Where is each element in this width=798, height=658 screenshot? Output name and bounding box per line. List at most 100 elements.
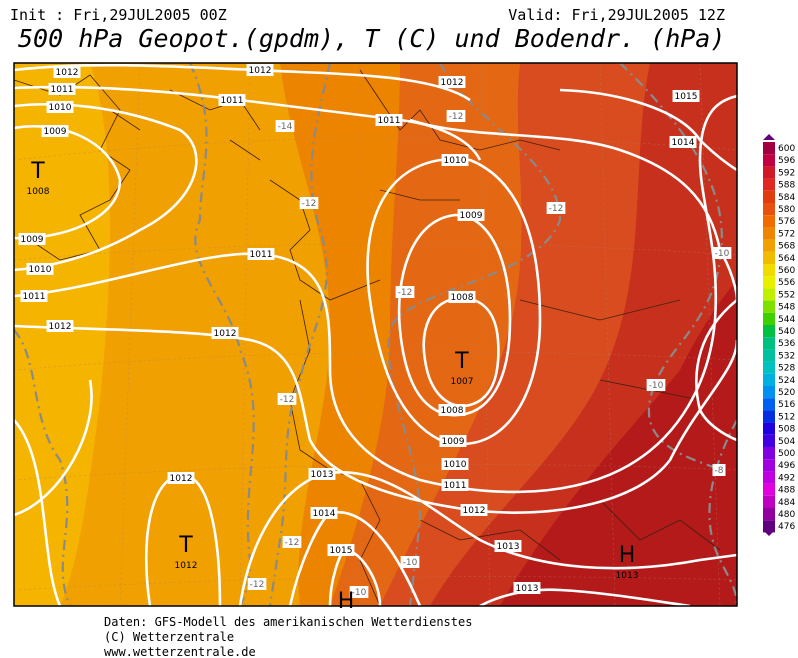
colorbar-label: 552 <box>778 290 795 300</box>
pressure-center-symbol: H <box>619 543 636 568</box>
isobar-label: 1013 <box>497 542 520 552</box>
colorbar-label: 572 <box>778 229 795 239</box>
temperature-label: -12 <box>449 112 464 122</box>
isobar-label-box <box>457 209 485 221</box>
colorbar-swatch <box>763 227 775 240</box>
isobar-label-box <box>439 435 467 447</box>
colorbar-swatch <box>763 178 775 191</box>
isobar-label-box <box>53 66 81 78</box>
isobar-label: 1012 <box>49 322 72 332</box>
colorbar-label: 484 <box>778 498 795 508</box>
isobar-label: 1014 <box>672 138 695 148</box>
colorbar-label: 480 <box>778 510 795 520</box>
colorbar-swatch <box>763 276 775 289</box>
colorbar-swatch <box>763 398 775 411</box>
colorbar-label: 540 <box>778 327 795 337</box>
temperature-label: -14 <box>278 122 293 132</box>
colorbar-swatch <box>763 154 775 167</box>
colorbar-swatch <box>763 386 775 399</box>
valid-time: Valid: Fri,29JUL2005 12Z <box>508 6 725 24</box>
colorbar-label: 556 <box>778 278 795 288</box>
temperature-label-box <box>282 536 302 548</box>
temperature-label: -10 <box>403 558 418 568</box>
isobar-label-box <box>513 582 541 594</box>
temperature-label-box <box>446 110 466 122</box>
temperature-label-box <box>299 197 319 209</box>
pressure-center-value: 1008 <box>27 187 50 197</box>
isobar-label: 1010 <box>29 265 52 275</box>
colorbar-label: 568 <box>778 242 795 252</box>
colorbar-swatch <box>763 495 775 508</box>
pressure-center-symbol: T <box>178 533 193 558</box>
colorbar-label: 536 <box>778 339 795 349</box>
isobar-label-box <box>308 468 336 480</box>
colorbar-label: 508 <box>778 425 795 435</box>
pressure-center-symbol: H <box>338 589 355 614</box>
isobar-label-box <box>438 76 466 88</box>
colorbar-label: 548 <box>778 303 795 313</box>
pressure-center-symbol: T <box>454 349 469 374</box>
init-time: Init : Fri,29JUL2005 00Z <box>10 6 227 24</box>
map-title: 500 hPa Geopot.(gpdm), T (C) und Bodendr… <box>18 24 725 53</box>
isobar-label-box <box>438 404 466 416</box>
isobar-label: 1013 <box>516 584 539 594</box>
colorbar-label: 476 <box>778 522 795 532</box>
colorbar-swatch <box>763 190 775 203</box>
isobar-label: 1012 <box>56 68 79 78</box>
isobar-label-box <box>20 290 48 302</box>
colorbar-swatch <box>763 410 775 423</box>
isobar-label-box <box>375 114 403 126</box>
isobar-label: 1012 <box>463 506 486 516</box>
isobar-label: 1008 <box>441 406 464 416</box>
colorbar-label: 528 <box>778 364 795 374</box>
isobar-label: 1015 <box>330 546 353 556</box>
colorbar-label: 500 <box>778 449 795 459</box>
isobar-label-box <box>310 507 338 519</box>
colorbar-label: 584 <box>778 193 795 203</box>
isobar-label-box <box>246 64 274 76</box>
isobar-label-box <box>448 291 476 303</box>
pressure-center-symbol: T <box>30 159 45 184</box>
isobar-label: 1008 <box>451 293 474 303</box>
isobar-label: 1009 <box>44 127 67 137</box>
temperature-label-box <box>349 586 369 598</box>
colorbar-label: 512 <box>778 412 795 422</box>
isobar-label-box <box>18 233 46 245</box>
footer-line: www.wetterzentrale.de <box>104 645 256 658</box>
colorbar-swatch <box>763 508 775 521</box>
colorbar-label: 496 <box>778 461 795 471</box>
colorbar-swatch <box>763 325 775 338</box>
colorbar-swatch <box>763 361 775 374</box>
isobar-label: 1012 <box>170 474 193 484</box>
temperature-label-box <box>712 464 726 476</box>
colorbar-swatch <box>763 337 775 350</box>
colorbar-label: 492 <box>778 473 795 483</box>
colorbar-swatch <box>763 203 775 216</box>
map-area <box>14 63 737 606</box>
isobar-label-box <box>167 472 195 484</box>
colorbar-label: 592 <box>778 168 795 178</box>
isobar-label: 1011 <box>378 116 401 126</box>
isobar-label: 1011 <box>51 85 74 95</box>
isobar-label: 1013 <box>311 470 334 480</box>
isobar-label-box <box>48 83 76 95</box>
isobar-label-box <box>218 94 246 106</box>
colorbar-swatch <box>763 373 775 386</box>
temperature-label-box <box>646 379 666 391</box>
isobar-label-box <box>327 544 355 556</box>
temperature-label: -12 <box>285 538 300 548</box>
colorbar-swatch <box>763 471 775 484</box>
colorbar-swatch <box>763 520 775 533</box>
colorbar-label: 516 <box>778 400 795 410</box>
colorbar-label: 596 <box>778 156 795 166</box>
colorbar-swatch <box>763 349 775 362</box>
isobar-label-box <box>494 540 522 552</box>
temperature-label: -12 <box>280 395 295 405</box>
colorbar-label: 488 <box>778 486 795 496</box>
isobar-label: 1009 <box>460 211 483 221</box>
isobar-label-box <box>460 504 488 516</box>
temperature-label-box <box>275 120 295 132</box>
temperature-label: -12 <box>398 288 413 298</box>
temperature-label: -10 <box>715 249 730 259</box>
isobar-label-box <box>211 327 239 339</box>
